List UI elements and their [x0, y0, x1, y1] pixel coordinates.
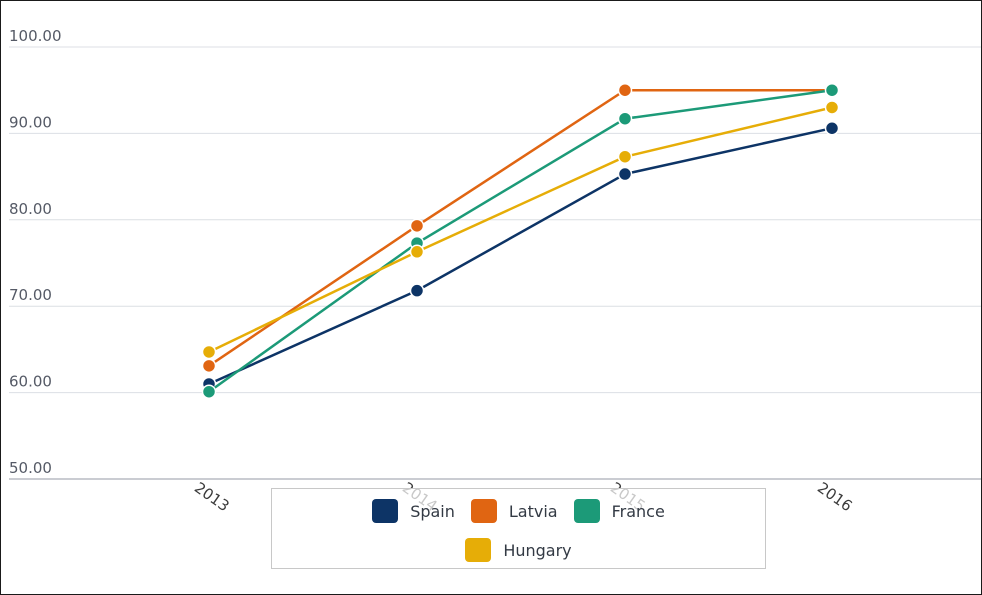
y-tick-label: 60.00	[9, 373, 52, 391]
data-point	[617, 82, 633, 98]
data-point	[617, 111, 633, 126]
data-point	[201, 358, 217, 374]
legend-row: Spain Latvia France	[272, 499, 765, 523]
y-axis-ticks: 50.00 60.00 70.00 80.00 90.00 100.00	[9, 27, 62, 477]
legend-label: Hungary	[503, 540, 572, 560]
legend-item[interactable]: Spain	[372, 499, 455, 523]
series-hungary	[201, 100, 840, 360]
series-lines	[201, 82, 840, 399]
data-point	[824, 82, 840, 98]
series-spain	[201, 120, 840, 392]
y-tick-label: 100.00	[9, 27, 62, 45]
legend-swatch	[372, 499, 399, 523]
data-point	[824, 100, 840, 115]
series-line	[208, 126, 833, 386]
legend-label: Latvia	[508, 501, 558, 521]
legend-item[interactable]: Hungary	[465, 538, 572, 562]
legend-swatch	[470, 499, 497, 523]
x-tick-label: 2016	[814, 479, 856, 516]
legend-swatch	[465, 538, 492, 562]
legend: Spain Latvia France Hungary	[271, 488, 766, 569]
legend-label: Spain	[410, 501, 455, 521]
data-point	[201, 344, 217, 360]
data-point	[201, 384, 217, 399]
data-point	[409, 244, 425, 260]
series-line	[208, 88, 832, 367]
data-point	[617, 149, 633, 164]
legend-item[interactable]: Latvia	[470, 499, 558, 523]
series-line	[208, 106, 833, 354]
y-tick-label: 80.00	[9, 200, 52, 218]
data-point	[409, 218, 425, 234]
legend-item[interactable]: France	[573, 499, 665, 523]
series-france	[201, 82, 840, 399]
y-tick-label: 70.00	[9, 286, 52, 304]
data-point	[824, 120, 840, 136]
data-point	[409, 283, 425, 298]
gridlines	[9, 46, 981, 480]
y-tick-label: 50.00	[9, 459, 52, 477]
data-point	[617, 166, 633, 182]
legend-label: France	[611, 501, 665, 521]
y-tick-label: 90.00	[9, 113, 52, 131]
x-tick-label: 2013	[191, 479, 233, 516]
legend-swatch	[573, 499, 600, 523]
legend-row: Hungary	[272, 538, 765, 562]
series-line	[208, 88, 833, 393]
